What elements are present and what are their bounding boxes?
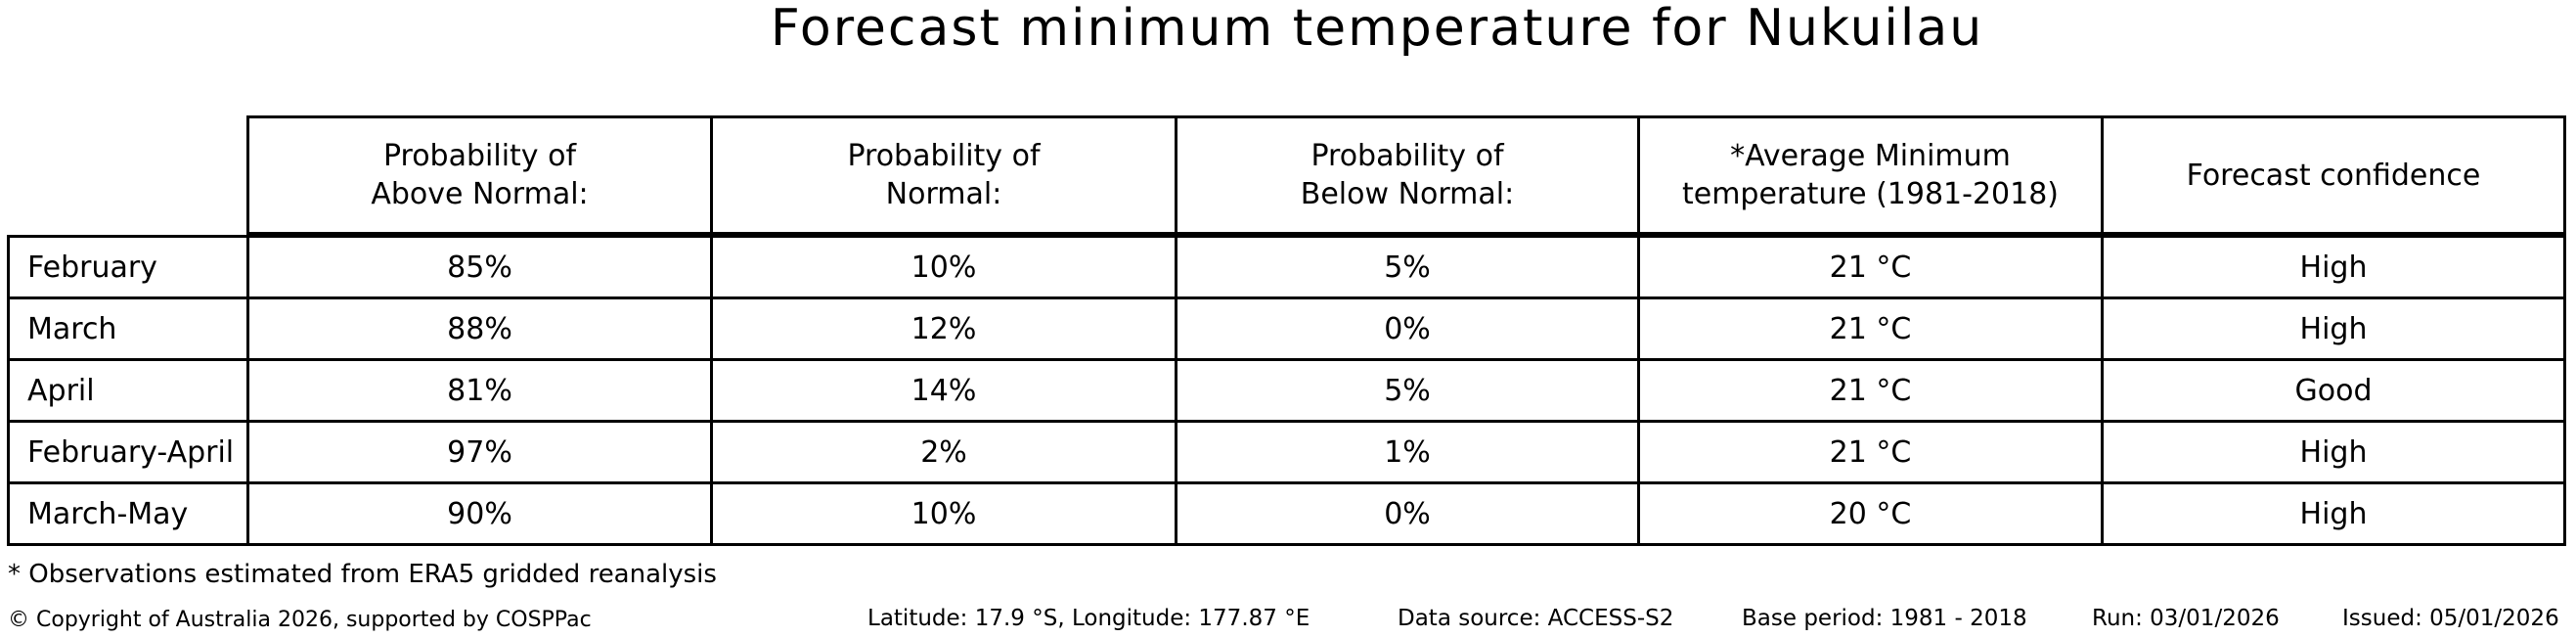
table-row-february: February 85% 10% 5% 21 °C High	[7, 235, 2566, 299]
normal-value: 12%	[710, 296, 1177, 361]
normal-value: 14%	[710, 358, 1177, 423]
column-header-normal: Probability of Normal:	[710, 115, 1177, 235]
table-header-row: Probability of Above Normal: Probability…	[246, 115, 2566, 235]
forecast-table-body: February 85% 10% 5% 21 °C High March 88%…	[7, 235, 2566, 546]
below-normal-value: 0%	[1175, 296, 1640, 361]
row-label: March-May	[7, 481, 249, 546]
below-normal-value: 1%	[1175, 420, 1640, 484]
below-normal-value: 5%	[1175, 235, 1640, 299]
forecast-confidence-value: High	[2101, 235, 2566, 299]
average-minimum-temperature-value: 21 °C	[1637, 235, 2104, 299]
copyright-text: © Copyright of Australia 2026, supported…	[8, 608, 592, 632]
below-normal-value: 5%	[1175, 358, 1640, 423]
row-label: April	[7, 358, 249, 423]
column-header-forecast-confidence: Forecast confidence	[2101, 115, 2566, 235]
column-header-above-normal: Probability of Above Normal:	[246, 115, 713, 235]
above-normal-value: 90%	[246, 481, 713, 546]
table-row-april: April 81% 14% 5% 21 °C Good	[7, 358, 2566, 423]
forecast-confidence-value: High	[2101, 420, 2566, 484]
table-row-march: March 88% 12% 0% 21 °C High	[7, 296, 2566, 361]
row-label: March	[7, 296, 249, 361]
above-normal-value: 88%	[246, 296, 713, 361]
above-normal-value: 85%	[246, 235, 713, 299]
location-text: Latitude: 17.9 °S, Longitude: 177.87 °E	[867, 606, 1310, 631]
average-minimum-temperature-value: 21 °C	[1637, 358, 2104, 423]
above-normal-value: 97%	[246, 420, 713, 484]
column-header-below-normal: Probability of Below Normal:	[1175, 115, 1640, 235]
column-header-average-minimum-temperature: *Average Minimum temperature (1981-2018)	[1637, 115, 2104, 235]
page-title: Forecast minimum temperature for Nukuila…	[770, 0, 1984, 58]
average-minimum-temperature-value: 21 °C	[1637, 420, 2104, 484]
forecast-confidence-value: Good	[2101, 358, 2566, 423]
forecast-confidence-value: High	[2101, 481, 2566, 546]
above-normal-value: 81%	[246, 358, 713, 423]
average-minimum-temperature-value: 21 °C	[1637, 296, 2104, 361]
row-label: February	[7, 235, 249, 299]
data-source-text: Data source: ACCESS-S2	[1398, 606, 1674, 631]
normal-value: 10%	[710, 235, 1177, 299]
row-label: February-April	[7, 420, 249, 484]
forecast-confidence-value: High	[2101, 296, 2566, 361]
average-minimum-temperature-value: 20 °C	[1637, 481, 2104, 546]
table-row-february-april: February-April 97% 2% 1% 21 °C High	[7, 420, 2566, 484]
issued-date-text: Issued: 05/01/2026	[2342, 606, 2559, 631]
base-period-text: Base period: 1981 - 2018	[1742, 606, 2027, 631]
normal-value: 2%	[710, 420, 1177, 484]
run-date-text: Run: 03/01/2026	[2092, 606, 2280, 631]
table-row-march-may: March-May 90% 10% 0% 20 °C High	[7, 481, 2566, 546]
normal-value: 10%	[710, 481, 1177, 546]
observations-footnote: * Observations estimated from ERA5 gridd…	[8, 560, 717, 589]
below-normal-value: 0%	[1175, 481, 1640, 546]
